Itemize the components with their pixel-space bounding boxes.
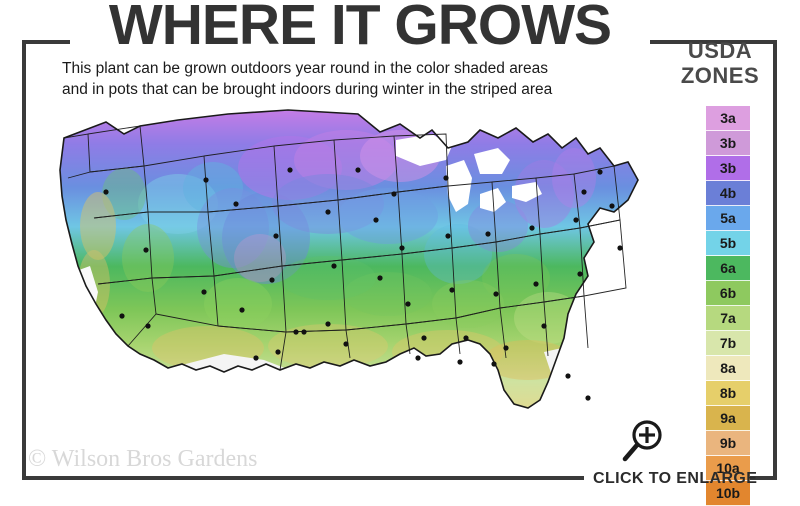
page-title: WHERE IT GROWS [108,0,612,57]
magnifier-plus-glyph [622,420,662,462]
usda-zone-legend: 3a 3b 3b 4b 5a 5b 6a 6b 7a 7b 8a 8b 9a 9b 10a 10b [706,106,750,506]
frame-bottom-left-rail [22,476,584,480]
subtitle-line-2: and in pots that can be brought indoors … [62,81,553,98]
legend-title-line-1: USDA [687,38,753,63]
zone-swatch-7a-8: 7a [706,306,750,331]
us-national-outline [59,109,639,409]
zone-swatch-5b-5: 5b [706,231,750,256]
legend-title: USDA ZONES [660,38,780,88]
zone-swatch-10a-14: 10a [706,456,750,481]
zone-swatch-9b-13: 9b [706,431,750,456]
zone-swatch-8a-10: 8a [706,356,750,381]
frame-left-edge [22,40,26,480]
subtitle-text: This plant can be grown outdoors year ro… [62,58,632,100]
zone-swatch-8b-11: 8b [706,381,750,406]
usda-hardiness-zone-map[interactable] [28,108,678,468]
city-dots [103,167,623,401]
zone-swatch-5a-4: 5a [706,206,750,231]
zone-swatch-6a-6: 6a [706,256,750,281]
zone-swatch-6b-7: 6b [706,281,750,306]
magnifier-plus-icon[interactable] [618,418,666,466]
zone-swatch-3b-1: 3b [706,131,750,156]
frame-top-left-stub [22,40,70,44]
frame-bottom-right-stub [738,476,777,480]
zone-swatch-4b-3: 4b [706,181,750,206]
zone-swatch-3b-2: 3b [706,156,750,181]
click-to-enlarge-label[interactable]: CLICK TO ENLARGE [593,470,758,487]
legend-title-line-2: ZONES [680,63,760,88]
map-svg [59,109,639,409]
state-boundaries [63,125,627,371]
frame-top-right-stub [650,40,777,44]
subtitle-line-1: This plant can be grown outdoors year ro… [62,60,548,77]
watermark-credit: © Wilson Bros Gardens [28,446,258,472]
frame-right-edge [773,40,777,480]
great-lakes [396,134,542,212]
zone-swatch-7b-9: 7b [706,331,750,356]
zone-swatch-9a-12: 9a [706,406,750,431]
zone-swatch-3a-0: 3a [706,106,750,131]
